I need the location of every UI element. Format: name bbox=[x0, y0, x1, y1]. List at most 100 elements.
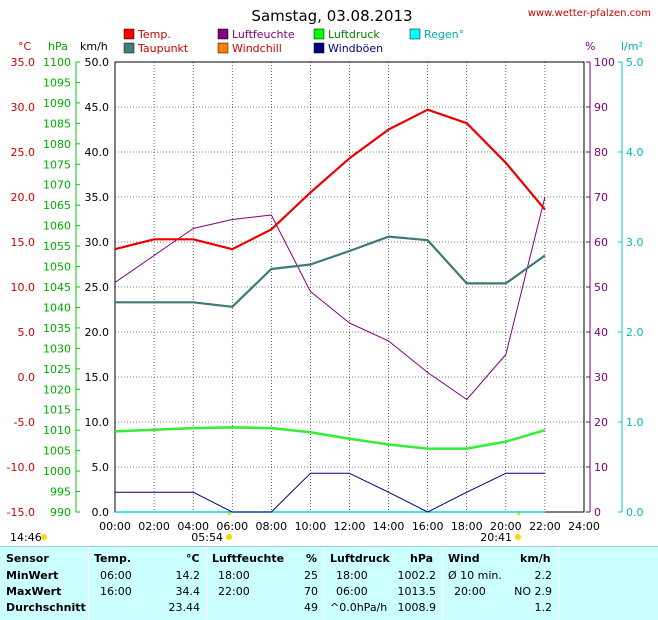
wind-tick-label: 35.0 bbox=[85, 191, 110, 204]
header-temp-unit: °C bbox=[186, 552, 200, 565]
series-line-luftfeuchte bbox=[114, 196, 546, 400]
temp-value: 34.4 bbox=[175, 585, 201, 598]
header-pressure: Luftdruck bbox=[330, 552, 390, 565]
humidity-tick-label: 20 bbox=[594, 416, 608, 429]
chart-title: Samstag, 03.08.2013 bbox=[251, 7, 412, 25]
pressure-tick-label: 1045 bbox=[43, 281, 71, 294]
temp-time: 06:00 bbox=[100, 569, 132, 582]
temp-tick-label: 0.0 bbox=[18, 371, 36, 384]
temp-tick-label: 5.0 bbox=[18, 326, 36, 339]
wind-tick-label: 10.0 bbox=[85, 416, 110, 429]
sunrise-marker bbox=[228, 511, 231, 515]
temp-tick-label: 10.0 bbox=[11, 281, 36, 294]
wind-unit-label: km/h bbox=[80, 40, 108, 53]
pressure-tick-label: 1090 bbox=[43, 97, 71, 110]
header-pressure-unit: hPa bbox=[410, 552, 434, 565]
x-tick-label: 08:00 bbox=[255, 520, 287, 533]
hum-value: 70 bbox=[304, 585, 318, 598]
wind-tick-label: 20.0 bbox=[85, 326, 110, 339]
temp-tick-label: -10.0 bbox=[7, 461, 35, 474]
pressure-tick-label: 1080 bbox=[43, 138, 71, 151]
temp-value: 14.2 bbox=[175, 569, 201, 582]
x-tick-label: 10:00 bbox=[295, 520, 327, 533]
legend-label: Windböen bbox=[328, 42, 383, 55]
sunset-marker bbox=[517, 511, 520, 515]
legend-label: Taupunkt bbox=[137, 42, 189, 55]
rain-unit-label: l/m² bbox=[621, 40, 643, 53]
sunrise-icon bbox=[226, 534, 232, 540]
daylight-label: 14:46 bbox=[10, 531, 42, 544]
pressure-tick-label: 1050 bbox=[43, 261, 71, 274]
legend-label: Luftdruck bbox=[328, 28, 380, 41]
x-tick-label: 02:00 bbox=[138, 520, 170, 533]
humidity-tick-label: 10 bbox=[594, 461, 608, 474]
press-value: 1008.9 bbox=[397, 601, 437, 614]
humidity-tick-label: 30 bbox=[594, 371, 608, 384]
rain-tick-label: 3.0 bbox=[626, 236, 644, 249]
temp-tick-label: -15.0 bbox=[7, 506, 35, 519]
x-tick-label: 00:00 bbox=[99, 520, 131, 533]
header-wind-unit: km/h bbox=[520, 552, 551, 565]
x-tick-label: 22:00 bbox=[529, 520, 561, 533]
pressure-tick-label: 1100 bbox=[43, 56, 71, 69]
pressure-tick-label: 1015 bbox=[43, 404, 71, 417]
series-line-windben bbox=[115, 472, 545, 513]
table-header-row: Sensor Temp. °C Luftfeuchte % Luftdruck … bbox=[0, 551, 658, 567]
sunset-icon bbox=[515, 534, 521, 540]
wind-tick-label: 0.0 bbox=[92, 506, 110, 519]
legend-swatch bbox=[217, 42, 229, 54]
pressure-tick-label: 995 bbox=[50, 486, 71, 499]
pressure-tick-label: 1065 bbox=[43, 199, 71, 212]
legend-label: Temp. bbox=[137, 28, 171, 41]
wind-tick-label: 25.0 bbox=[85, 281, 110, 294]
press-value: 1013.5 bbox=[397, 585, 437, 598]
rain-tick-label: 1.0 bbox=[626, 416, 644, 429]
row-label: Durchschnitt bbox=[6, 601, 86, 614]
humidity-tick-label: 40 bbox=[594, 326, 608, 339]
humidity-tick-label: 80 bbox=[594, 146, 608, 159]
hum-value: 49 bbox=[304, 601, 318, 614]
temp-tick-label: 25.0 bbox=[11, 146, 36, 159]
temp-tick-label: 15.0 bbox=[11, 236, 36, 249]
press-trend: ^0.0hPa/h bbox=[330, 601, 388, 614]
wind-value: NO 2.9 bbox=[514, 585, 552, 598]
x-tick-label: 12:00 bbox=[334, 520, 366, 533]
table-row-avg: Durchschnitt 23.44 49 ^0.0hPa/h 1008.9 1… bbox=[0, 600, 658, 616]
hum-time: 18:00 bbox=[218, 569, 250, 582]
temp-unit-label: °C bbox=[18, 40, 32, 53]
sunrise-label: 05:54 bbox=[191, 531, 223, 544]
hum-value: 25 bbox=[304, 569, 318, 582]
legend-swatch bbox=[313, 42, 325, 54]
temp-time: 16:00 bbox=[100, 585, 132, 598]
legend-swatch bbox=[123, 28, 135, 40]
legend-swatch bbox=[217, 28, 229, 40]
row-label: MaxWert bbox=[6, 585, 62, 598]
wind-value: 1.2 bbox=[534, 601, 553, 614]
header-temp: Temp. bbox=[94, 552, 132, 565]
header-sensor: Sensor bbox=[6, 552, 49, 565]
temp-tick-label: 30.0 bbox=[11, 101, 36, 114]
pressure-tick-label: 1040 bbox=[43, 301, 71, 314]
legend-label: Luftfeuchte bbox=[232, 28, 295, 41]
source-text: www.wetter-pfalzen.com bbox=[528, 8, 651, 19]
series-line-taupunkt bbox=[115, 235, 546, 308]
table-row-max: MaxWert 16:00 34.4 22:00 70 06:00 1013.5… bbox=[0, 584, 658, 600]
legend-label: Windchill bbox=[232, 42, 282, 55]
sunset-label: 20:41 bbox=[480, 531, 512, 544]
pressure-tick-label: 1060 bbox=[43, 220, 71, 233]
press-time: 06:00 bbox=[336, 585, 368, 598]
pressure-tick-label: 1000 bbox=[43, 465, 71, 478]
pressure-tick-label: 1095 bbox=[43, 76, 71, 89]
hum-time: 22:00 bbox=[218, 585, 250, 598]
x-tick-label: 14:00 bbox=[373, 520, 405, 533]
legend-swatch bbox=[123, 42, 135, 54]
rain-tick-label: 4.0 bbox=[626, 146, 644, 159]
pressure-tick-label: 1055 bbox=[43, 240, 71, 253]
series-line-temp bbox=[114, 108, 546, 251]
humidity-unit-label: % bbox=[585, 40, 595, 53]
wind-tick-label: 15.0 bbox=[85, 371, 110, 384]
rain-tick-label: 2.0 bbox=[626, 326, 644, 339]
x-tick-label: 20:00 bbox=[490, 520, 522, 533]
wind-tick-label: 40.0 bbox=[85, 146, 110, 159]
